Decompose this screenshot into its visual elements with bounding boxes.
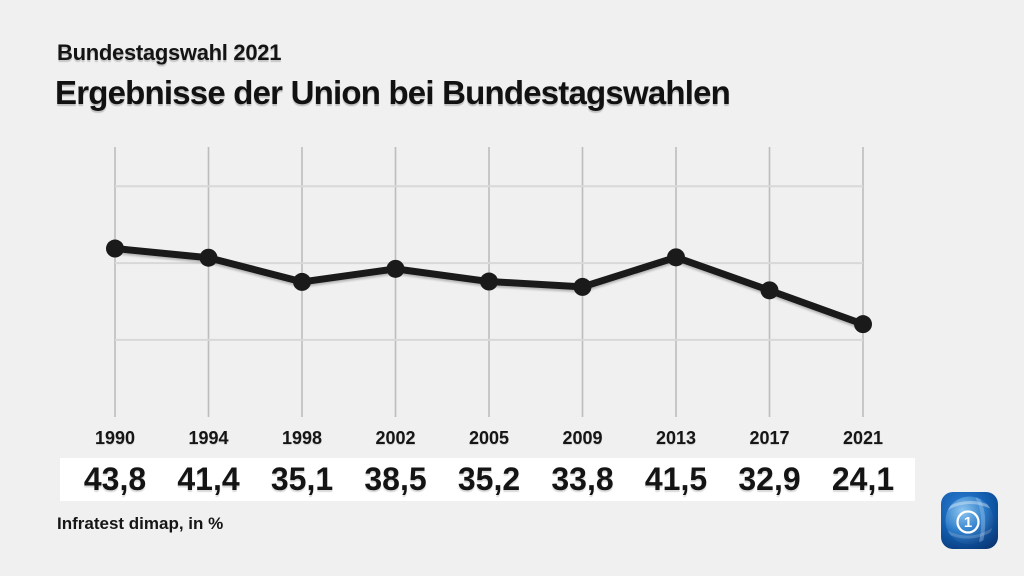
year-label: 2005 — [468, 428, 510, 448]
logo-numeral: 1 — [964, 514, 972, 531]
source-caption: Infratest dimap, in % — [57, 514, 224, 533]
value-label: 43,8 — [83, 461, 147, 497]
data-point — [293, 272, 311, 291]
value-label: 41,5 — [644, 461, 708, 497]
value-labels: 43,8 41,4 35,1 38,5 35,2 33,8 41,5 32,9 24,1 — [0, 461, 1024, 501]
data-point — [199, 248, 218, 267]
data-point — [760, 281, 779, 300]
value-label: 35,2 — [457, 461, 521, 497]
logo-globe — [945, 496, 994, 545]
value-label: 41,4 — [177, 461, 240, 497]
year-label: 2002 — [375, 428, 416, 448]
x-axis-labels: 1990 1994 1998 2002 2005 2009 2013 2017 2021 — [0, 428, 1024, 452]
year-label: 2021 — [842, 428, 884, 448]
year-label: 2013 — [655, 428, 697, 448]
data-point — [573, 277, 592, 296]
logo-ring — [956, 510, 980, 534]
value-label: 38,5 — [364, 461, 427, 497]
value-label: 35,1 — [270, 461, 334, 497]
value-strip — [60, 458, 915, 501]
data-point — [667, 248, 685, 267]
kicker: Bundestagswahl 2021 — [57, 40, 282, 65]
data-point — [480, 272, 498, 291]
page-title: Ergebnisse der Union bei Bundestagswahle… — [55, 74, 731, 111]
year-label: 2017 — [749, 428, 790, 448]
year-label: 1998 — [281, 428, 323, 448]
year-label: 1990 — [94, 428, 136, 448]
value-label: 32,9 — [738, 461, 801, 497]
data-point — [854, 315, 872, 334]
das-erste-logo: 1 — [941, 492, 998, 549]
data-point — [106, 239, 124, 258]
value-label: 33,8 — [551, 461, 614, 497]
year-label: 2009 — [562, 428, 603, 448]
data-point — [386, 259, 405, 278]
value-label: 24,1 — [831, 461, 895, 497]
year-label: 1994 — [188, 428, 229, 448]
